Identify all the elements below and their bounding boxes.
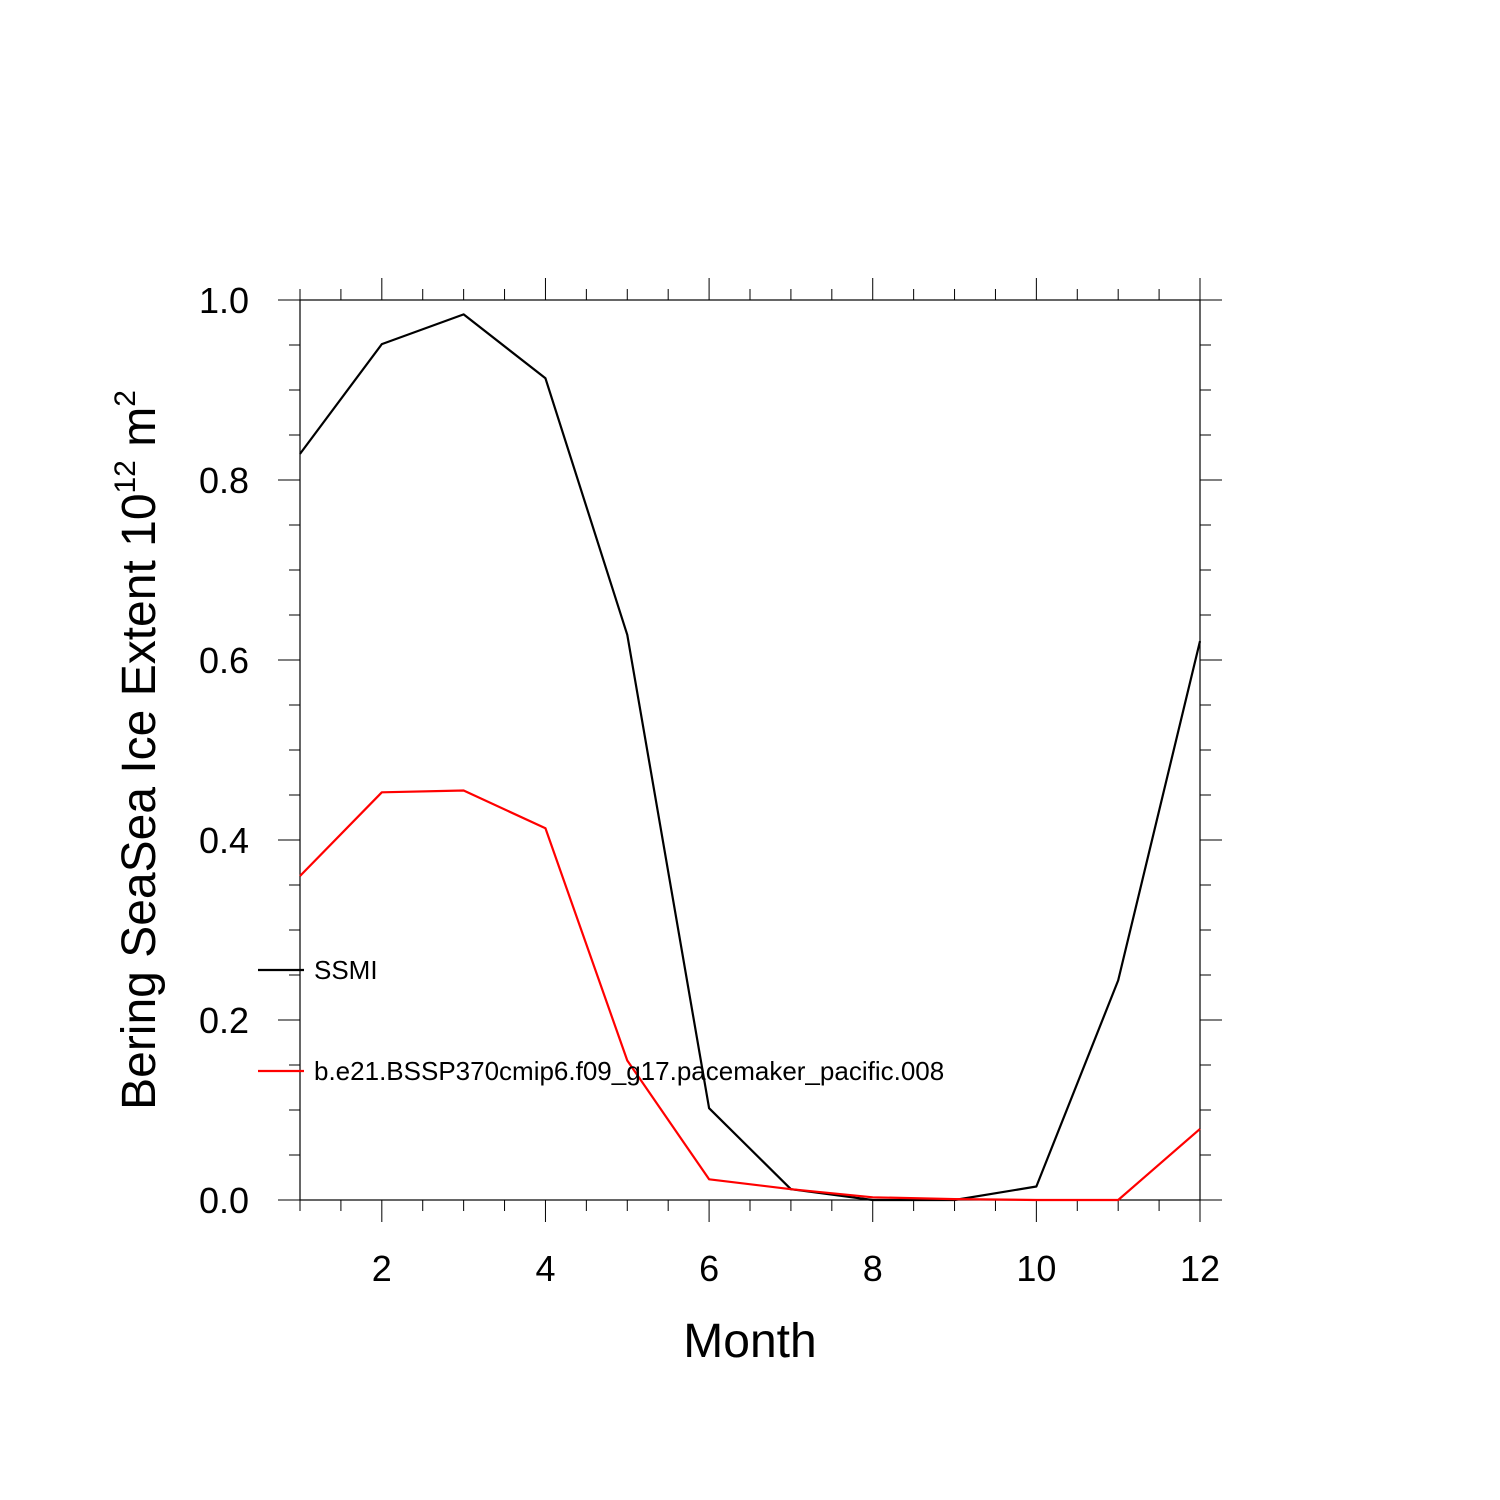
plot-frame xyxy=(299,299,1201,1201)
series-line-2 xyxy=(299,789,1201,1202)
legend-label-1: SSMI xyxy=(314,955,378,985)
y-axis-title-unit-exponent: 2 xyxy=(109,390,142,407)
x-axis-title: Month xyxy=(683,1315,816,1368)
x-tick-label: 2 xyxy=(372,1248,392,1289)
y-tick-label: 0.4 xyxy=(199,820,249,861)
y-tick-label: 0.0 xyxy=(199,1180,249,1221)
y-tick-label: 1.0 xyxy=(199,280,249,321)
x-tick-labels: 2 4 6 8 10 12 xyxy=(372,1248,1220,1289)
y-tick-label: 0.6 xyxy=(199,640,249,681)
x-tick-label: 4 xyxy=(535,1248,555,1289)
x-tick-label: 6 xyxy=(699,1248,719,1289)
y-axis-title: Bering SeaSea Ice Extent 1012 m2 xyxy=(109,390,166,1110)
y-axis-title-exponent: 12 xyxy=(109,460,142,493)
legend-label-2: b.e21.BSSP370cmip6.f09_g17.pacemaker_pac… xyxy=(314,1056,944,1086)
y-axis-title-unit: m xyxy=(113,407,166,460)
y-tick-label: 0.8 xyxy=(199,460,249,501)
y-tick-label: 0.2 xyxy=(199,1000,249,1041)
x-tick-label: 12 xyxy=(1180,1248,1220,1289)
x-tick-label: 8 xyxy=(863,1248,883,1289)
legend: SSMI b.e21.BSSP370cmip6.f09_g17.pacemaker… xyxy=(258,955,944,1086)
axis-ticks xyxy=(278,278,1222,1222)
y-axis-title-base: Bering SeaSea Ice Extent 10 xyxy=(113,493,166,1109)
y-tick-labels: 0.0 0.2 0.4 0.6 0.8 1.0 xyxy=(199,280,249,1221)
series-line-1 xyxy=(299,313,1202,1202)
x-tick-label: 10 xyxy=(1016,1248,1056,1289)
series-lines xyxy=(299,313,1202,1202)
